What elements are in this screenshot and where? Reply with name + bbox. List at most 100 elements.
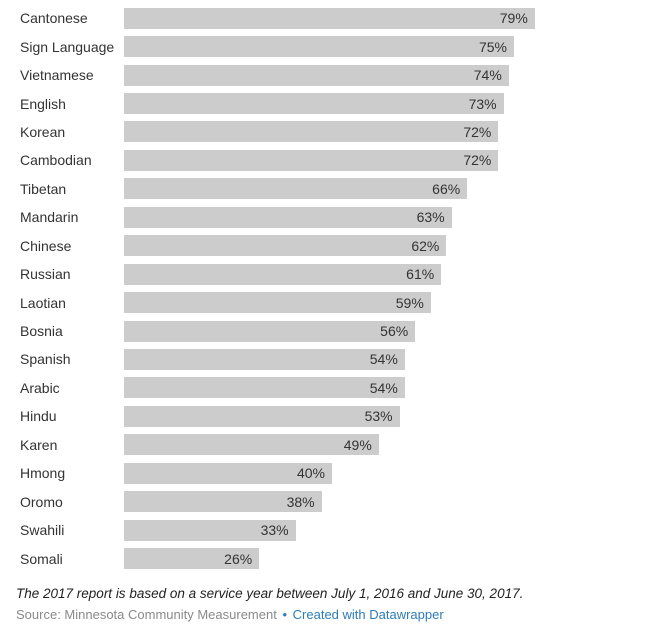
bar-track: 62%	[124, 235, 644, 257]
bar-row: Somali 26%	[0, 544, 644, 572]
bar: 73%	[124, 93, 504, 115]
value-label: 75%	[478, 38, 507, 55]
value-label: 33%	[260, 522, 289, 539]
category-label: Swahili	[20, 522, 65, 539]
bar-track: 53%	[124, 405, 644, 427]
category-label: English	[20, 95, 66, 112]
bar-row: English 73%	[0, 89, 644, 117]
bar-row: Vietnamese 74%	[0, 61, 644, 89]
bar-row: Tibetan 66%	[0, 175, 644, 203]
value-label: 66%	[432, 180, 461, 197]
bar: 40%	[124, 462, 332, 484]
bar: 49%	[124, 434, 379, 456]
bar: 56%	[124, 320, 416, 342]
value-label: 38%	[286, 493, 315, 510]
bar-track: 72%	[124, 149, 644, 171]
bar-track: 63%	[124, 206, 644, 228]
value-label: 72%	[463, 152, 492, 169]
bar: 26%	[124, 548, 260, 570]
value-label: 26%	[224, 550, 253, 567]
category-label: Oromo	[20, 493, 63, 510]
bar-row: Karen 49%	[0, 431, 644, 459]
category-label: Arabic	[20, 379, 60, 396]
bar-row: Hmong 40%	[0, 459, 644, 487]
category-label: Korean	[20, 123, 66, 140]
source-label: Source: Minnesota Community Measurement	[16, 606, 277, 622]
category-label: Cambodian	[20, 152, 92, 169]
value-label: 74%	[473, 67, 502, 84]
bar-track: 74%	[124, 64, 644, 86]
bar-row: Cantonese 79%	[0, 4, 644, 32]
bar-row: Chinese 62%	[0, 232, 644, 260]
value-label: 53%	[364, 408, 393, 425]
footnote: The 2017 report is based on a service ye…	[16, 585, 524, 601]
bar-track: 75%	[124, 36, 644, 58]
bar: 54%	[124, 348, 405, 370]
bar-track: 33%	[124, 519, 644, 541]
category-label: Mandarin	[20, 209, 79, 226]
bar-row: Cambodian 72%	[0, 146, 644, 174]
bar: 59%	[124, 292, 431, 314]
value-label: 63%	[416, 209, 445, 226]
bar-track: 40%	[124, 462, 644, 484]
category-label: Chinese	[20, 237, 72, 254]
bar-row: Laotian 59%	[0, 288, 644, 316]
category-label: Cantonese	[20, 10, 88, 27]
bar: 75%	[124, 36, 514, 58]
value-label: 79%	[499, 10, 528, 27]
bar: 74%	[124, 64, 509, 86]
bar-track: 54%	[124, 348, 644, 370]
bar: 72%	[124, 149, 499, 171]
bar-row: Oromo 38%	[0, 487, 644, 515]
bar: 53%	[124, 405, 400, 427]
category-label: Somali	[20, 550, 63, 567]
bar-track: 49%	[124, 434, 644, 456]
value-label: 40%	[296, 465, 325, 482]
category-label: Tibetan	[20, 180, 67, 197]
bar-track: 26%	[124, 548, 644, 570]
category-label: Hindu	[20, 408, 57, 425]
bar-chart: Cantonese 79% Sign Language 75% Vietname…	[0, 4, 644, 572]
datawrapper-link[interactable]: Created with Datawrapper	[292, 606, 444, 622]
bar-row: Swahili 33%	[0, 516, 644, 544]
bar-row: Korean 72%	[0, 118, 644, 146]
bar-row: Sign Language 75%	[0, 32, 644, 60]
bar-track: 56%	[124, 320, 644, 342]
value-label: 61%	[406, 266, 435, 283]
category-label: Hmong	[20, 465, 66, 482]
bar-row: Russian 61%	[0, 260, 644, 288]
bar-track: 73%	[124, 93, 644, 115]
bar-row: Hindu 53%	[0, 402, 644, 430]
bar: 54%	[124, 377, 405, 399]
value-label: 49%	[343, 436, 372, 453]
bar-row: Mandarin 63%	[0, 203, 644, 231]
bar-row: Bosnia 56%	[0, 317, 644, 345]
bar-track: 59%	[124, 292, 644, 314]
bar: 38%	[124, 491, 322, 513]
bar-track: 38%	[124, 491, 644, 513]
value-label: 54%	[369, 379, 398, 396]
category-label: Karen	[20, 436, 58, 453]
value-label: 62%	[411, 237, 440, 254]
source-line: Source: Minnesota Community Measurement …	[16, 606, 644, 623]
chart-footer: The 2017 report is based on a service ye…	[16, 585, 644, 623]
bar: 63%	[124, 206, 452, 228]
bar-track: 79%	[124, 7, 644, 29]
bar: 33%	[124, 519, 296, 541]
bar-track: 61%	[124, 263, 644, 285]
bar-track: 66%	[124, 178, 644, 200]
category-label: Russian	[20, 266, 71, 283]
bar: 79%	[124, 7, 535, 29]
bar: 72%	[124, 121, 499, 143]
value-label: 73%	[468, 95, 497, 112]
bar-track: 54%	[124, 377, 644, 399]
bar-row: Spanish 54%	[0, 345, 644, 373]
value-label: 54%	[369, 351, 398, 368]
category-label: Spanish	[20, 351, 71, 368]
value-label: 59%	[395, 294, 424, 311]
bar: 66%	[124, 178, 468, 200]
bar-row: Arabic 54%	[0, 374, 644, 402]
value-label: 72%	[463, 123, 492, 140]
value-label: 56%	[380, 323, 409, 340]
